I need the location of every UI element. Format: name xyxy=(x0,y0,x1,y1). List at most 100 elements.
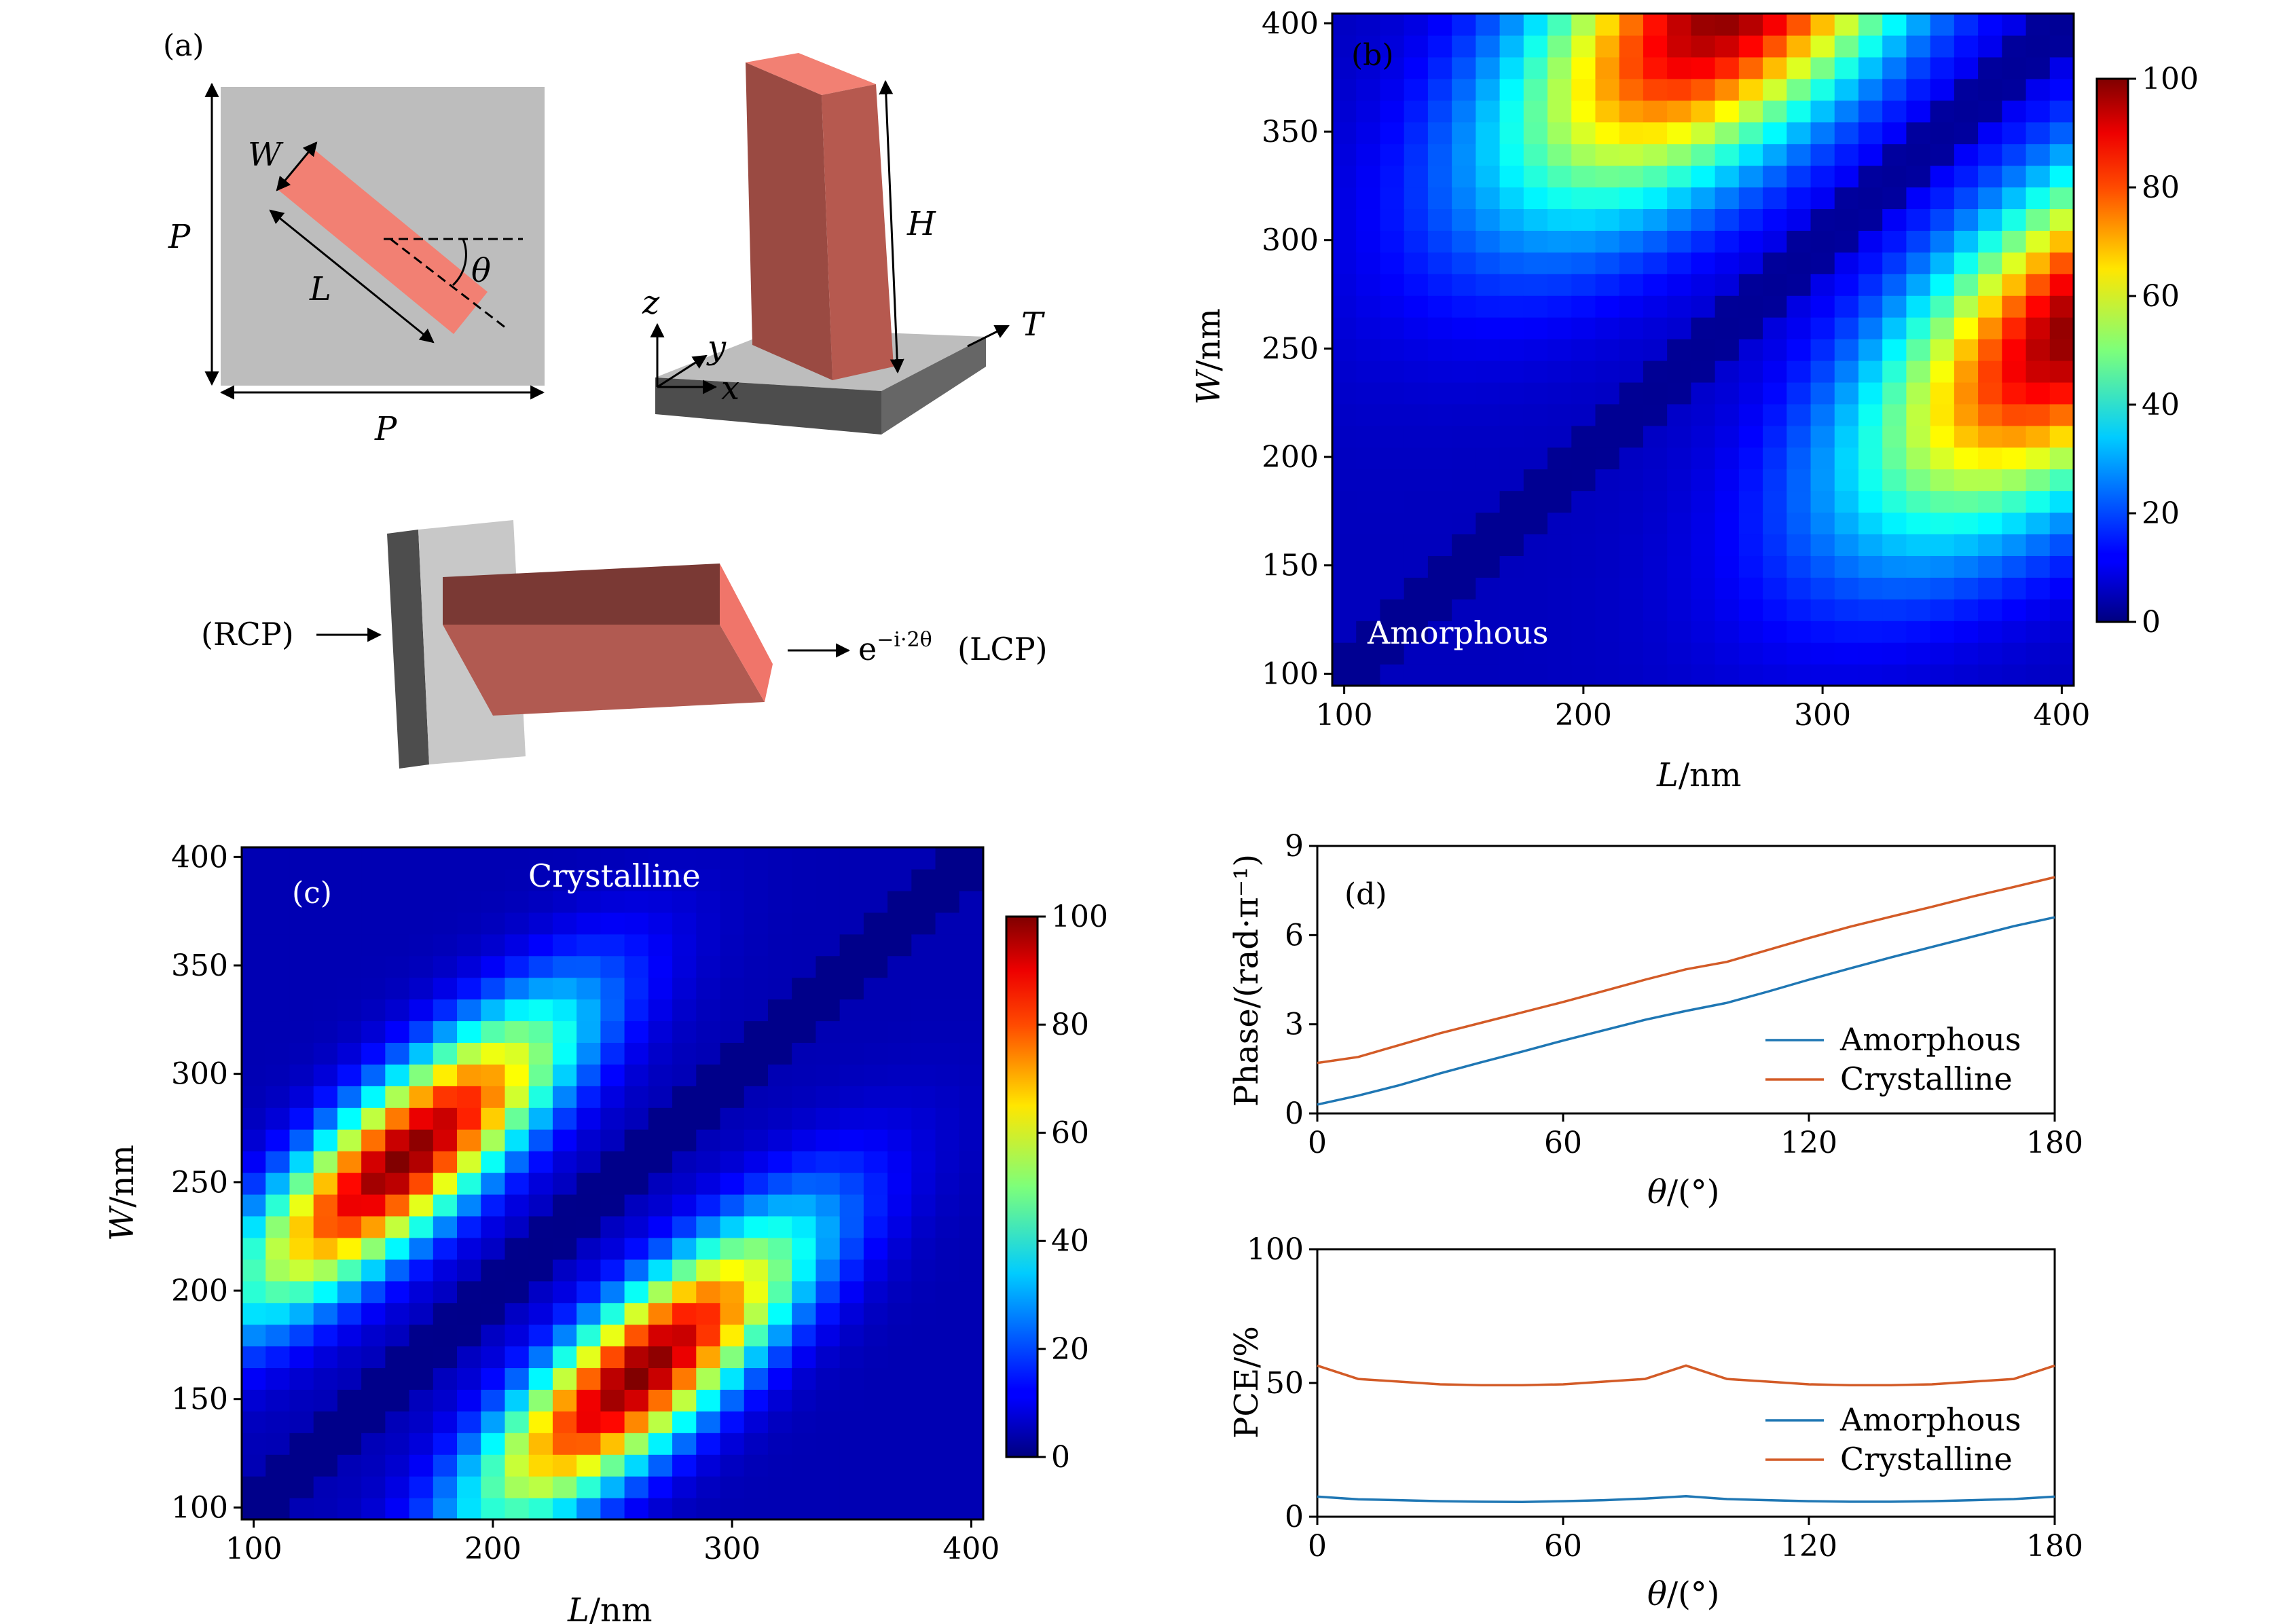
heatmap-cell xyxy=(1763,187,1787,210)
heatmap-cell xyxy=(600,1498,625,1520)
heatmap-cell xyxy=(1547,664,1572,686)
heatmap-cell xyxy=(863,1411,888,1433)
heatmap-cell xyxy=(1476,642,1501,665)
heatmap-cell xyxy=(1332,447,1357,470)
heatmap-cell xyxy=(863,847,888,870)
heatmap-cell xyxy=(1332,274,1357,296)
heatmap-cell xyxy=(1834,425,1859,448)
colorbar-tick-label: 20 xyxy=(2142,496,2180,531)
heatmap-cell xyxy=(313,934,338,957)
heatmap-cell xyxy=(2026,512,2051,535)
heatmap-cell xyxy=(816,1389,841,1411)
heatmap-cell xyxy=(2049,577,2074,599)
heatmap-cell xyxy=(1356,555,1381,578)
heatmap-cell xyxy=(1954,274,1979,296)
heatmap-cell xyxy=(1404,599,1429,621)
heatmap-cell xyxy=(313,1367,338,1390)
heatmap-cell xyxy=(839,999,864,1022)
heatmap-cell xyxy=(2002,534,2027,556)
heatmap-cell xyxy=(1547,252,1572,274)
heatmap-cell xyxy=(1427,534,1452,556)
heatmap-cell xyxy=(935,1086,960,1108)
heatmap-cell xyxy=(648,1302,673,1325)
heatmap-c-xlabel-unit: /nm xyxy=(589,1591,653,1624)
heatmap-cell xyxy=(720,1042,745,1065)
heatmap-cell xyxy=(600,1086,625,1108)
heatmap-cell xyxy=(792,934,817,957)
heatmap-cell xyxy=(1523,122,1548,145)
heatmap-cell xyxy=(409,1064,434,1086)
heatmap-cell xyxy=(1834,360,1859,383)
heatmap-cell xyxy=(1930,534,1955,556)
heatmap-cell xyxy=(1738,577,1763,599)
heatmap-cell xyxy=(1547,468,1572,492)
heatmap-cell xyxy=(887,1107,912,1130)
heatmap-cell xyxy=(672,847,697,870)
heatmap-cell xyxy=(1763,122,1787,145)
heatmap-cell xyxy=(1930,78,1955,101)
heatmap-cell xyxy=(2026,599,2051,621)
heatmap-cell xyxy=(624,1302,649,1325)
heatmap-cell xyxy=(1547,577,1572,599)
heatmap-cell xyxy=(1476,468,1501,492)
heatmap-cell xyxy=(1523,664,1548,686)
heatmap-cell xyxy=(337,934,362,957)
heatmap-cell xyxy=(816,1194,841,1217)
heatmap-cell xyxy=(600,955,625,978)
heatmap-cell xyxy=(1715,555,1740,578)
heatmap-cell xyxy=(1356,100,1381,123)
heatmap-cell xyxy=(1476,317,1501,339)
y-tick-label: 3 xyxy=(1285,1008,1304,1042)
heatmap-cell xyxy=(457,1042,481,1065)
heatmap-cell xyxy=(433,868,458,891)
heatmap-cell xyxy=(1547,317,1572,339)
heatmap-cell xyxy=(1547,339,1572,361)
pce-legend-crystalline: Crystalline xyxy=(1840,1441,2013,1477)
heatmap-cell xyxy=(242,934,266,957)
heatmap-cell xyxy=(1930,447,1955,470)
heatmap-cell xyxy=(1571,78,1596,101)
heatmap-cell xyxy=(433,1433,458,1455)
heatmap-cell xyxy=(409,1367,434,1390)
heatmap-cell xyxy=(457,1107,481,1130)
heatmap-cell xyxy=(1667,295,1691,318)
heatmap-cell xyxy=(959,977,984,1000)
heatmap-cell xyxy=(1619,599,1644,621)
heatmap-cell xyxy=(1882,599,1907,621)
phase-xlabel-var: θ xyxy=(1647,1173,1667,1211)
heatmap-cell xyxy=(1763,165,1787,188)
heatmap-cell xyxy=(1571,512,1596,535)
heatmap-cell xyxy=(409,1129,434,1151)
heatmap-cell xyxy=(816,1476,841,1498)
heatmap-cell xyxy=(1571,403,1596,426)
heatmap-cell xyxy=(1763,534,1787,556)
heatmap-cell xyxy=(1643,295,1668,318)
heatmap-cell xyxy=(505,1324,530,1347)
colorbar-tick-label: 80 xyxy=(2142,170,2180,205)
heatmap-cell xyxy=(624,868,649,891)
heatmap-cell xyxy=(1571,555,1596,578)
heatmap-cell xyxy=(2049,490,2074,513)
heatmap-cell xyxy=(337,1302,362,1325)
heatmap-cell xyxy=(887,1194,912,1217)
heatmap-cell xyxy=(1834,56,1859,79)
heatmap-cell xyxy=(1715,187,1740,210)
heatmap-cell xyxy=(2002,664,2027,686)
heatmap-cell xyxy=(1404,187,1429,210)
heatmap-cell xyxy=(1643,577,1668,599)
heatmap-cell xyxy=(839,1194,864,1217)
heatmap-cell xyxy=(528,1324,553,1347)
heatmap-cell xyxy=(1930,360,1955,383)
heatmap-cell xyxy=(1380,208,1405,231)
heatmap-cell xyxy=(552,1498,577,1520)
heatmap-cell xyxy=(1523,208,1548,231)
heatmap-cell xyxy=(1882,165,1907,188)
heatmap-cell xyxy=(1930,143,1955,166)
heatmap-cell xyxy=(1332,339,1357,361)
heatmap-cell xyxy=(2026,295,2051,318)
heatmap-cell xyxy=(385,1064,410,1086)
heatmap-cell xyxy=(1380,252,1405,274)
heatmap-cell xyxy=(1595,403,1620,426)
heatmap-cell xyxy=(887,1433,912,1455)
heatmap-cell xyxy=(1476,425,1501,448)
